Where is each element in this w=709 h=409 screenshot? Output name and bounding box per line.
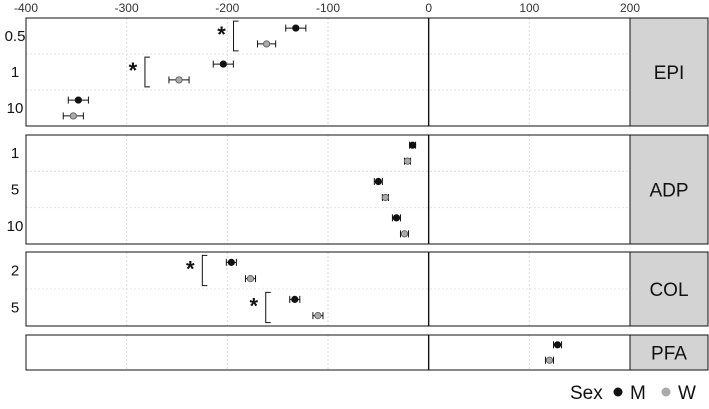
y-tick-label: 5 — [11, 300, 19, 317]
point-w — [545, 356, 554, 364]
facet-strip-label: PFA — [651, 344, 687, 365]
point-w — [246, 275, 255, 283]
y-tick-label: 10 — [7, 218, 24, 235]
legend: Sex M W — [570, 383, 696, 404]
panel-adp: ADP 1 5 10 — [7, 134, 709, 245]
point-w — [175, 76, 183, 84]
point-w — [314, 312, 322, 320]
x-tick-label: 200 — [620, 1, 640, 15]
x-tick-label: -400 — [14, 1, 38, 15]
x-axis-ticks: -400 -300 -200 -100 0 100 200 — [14, 1, 640, 15]
y-tick-label: 5 — [11, 182, 19, 199]
legend-label-m: M — [630, 383, 646, 404]
y-tick-label: 0.5 — [5, 28, 26, 45]
point-w — [381, 193, 389, 202]
significance-star: * — [186, 257, 195, 282]
significance-bracket — [201, 254, 208, 287]
significance-bracket — [233, 20, 239, 52]
facet-strip — [629, 334, 709, 371]
point-w — [403, 157, 412, 165]
significance-star: * — [249, 294, 258, 319]
x-tick-label: -300 — [115, 1, 139, 15]
significance-star: * — [217, 22, 226, 47]
point-m — [408, 141, 417, 149]
point-m — [292, 24, 300, 32]
facet-strip — [629, 251, 709, 327]
significance-bracket — [144, 56, 150, 88]
legend-marker-m — [613, 387, 623, 397]
facet-strip-label: ADP — [649, 181, 688, 202]
panel-col: COL 2 * 5 * — [11, 251, 709, 327]
point-m — [74, 96, 82, 104]
x-tick-label: 0 — [425, 1, 432, 15]
x-tick-label: -200 — [215, 1, 239, 15]
panel-epi: EPI 0.5 * 1 * 10 — [5, 17, 709, 127]
legend-marker-w — [661, 387, 671, 397]
point-m — [291, 295, 299, 303]
point-m — [374, 177, 382, 186]
y-tick-label: 1 — [11, 145, 19, 162]
point-m — [227, 258, 235, 266]
facet-strip — [629, 134, 709, 245]
point-m — [219, 60, 227, 68]
significance-star: * — [129, 58, 138, 83]
y-tick-label: 10 — [7, 100, 24, 117]
point-m — [392, 214, 401, 222]
x-tick-label: 100 — [519, 1, 539, 15]
panel-frame — [25, 134, 709, 245]
point-m — [553, 341, 562, 349]
x-tick-label: -100 — [316, 1, 340, 15]
significance-bracket — [265, 291, 271, 324]
facet-strip-label: EPI — [654, 63, 685, 84]
legend-label-w: W — [678, 383, 696, 404]
point-w — [69, 112, 77, 120]
panel-frame — [25, 334, 709, 371]
y-tick-label: 1 — [11, 64, 19, 81]
panel-pfa: PFA — [25, 334, 709, 371]
point-w — [262, 40, 271, 48]
facet-strip-label: COL — [649, 280, 688, 301]
legend-title: Sex — [570, 383, 603, 404]
chart-panels: EPI 0.5 * 1 * 10 ADP 1 5 10 COL 2 * 5 * PFA — [5, 17, 709, 371]
point-w — [400, 230, 409, 238]
facet-strip — [629, 17, 709, 127]
y-tick-label: 2 — [11, 263, 19, 280]
